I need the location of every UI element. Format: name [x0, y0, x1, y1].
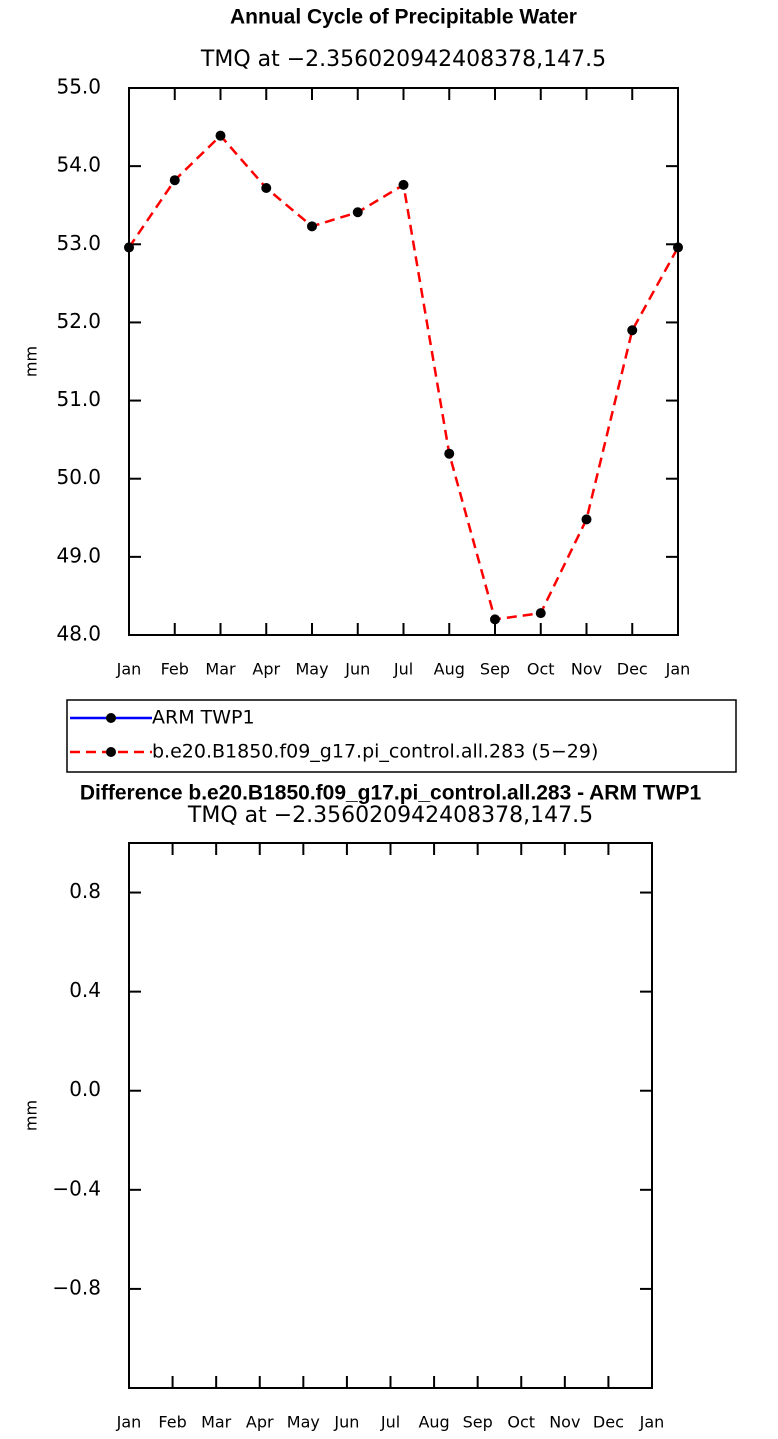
y-tick-label: 49.0: [56, 543, 101, 567]
x-tick-label: Feb: [161, 660, 189, 679]
chart-subtitle: TMQ at −2.356020942408378,147.5: [200, 47, 606, 72]
y-tick-label: 50.0: [56, 465, 101, 489]
series-line: [127, 133, 680, 621]
data-point: [261, 183, 272, 194]
x-tick-label: Sep: [463, 1413, 493, 1432]
x-tick-label: Jun: [333, 1413, 359, 1432]
y-tick-label: 0.4: [69, 978, 101, 1002]
data-point: [490, 614, 500, 625]
legend-marker: [106, 747, 116, 757]
y-tick-label: 54.0: [56, 153, 101, 177]
y-axis-label: mm: [22, 1100, 41, 1131]
x-tick-label: Sep: [480, 660, 510, 679]
x-tick-label: Jan: [665, 660, 691, 679]
x-tick-label: Jan: [639, 1413, 665, 1432]
y-tick-label: 55.0: [56, 75, 101, 99]
chart-title: Difference b.e20.B1850.f09_g17.pi_contro…: [80, 782, 702, 805]
x-tick-label: Dec: [617, 660, 648, 679]
y-tick-label: −0.4: [52, 1176, 101, 1200]
legend-box: [66, 699, 737, 773]
data-point: [581, 514, 592, 525]
chart-title: Annual Cycle of Precipitable Water: [230, 6, 577, 29]
data-point: [398, 179, 409, 190]
y-tick-label: 0.8: [69, 879, 101, 903]
legend-label: ARM TWP1: [152, 707, 255, 729]
x-tick-label: Nov: [571, 660, 602, 679]
x-tick-label: Oct: [507, 1413, 535, 1432]
x-tick-label: Mar: [205, 660, 236, 679]
data-point: [444, 448, 455, 459]
x-tick-label: Jul: [393, 660, 413, 679]
x-tick-label: Jul: [380, 1413, 400, 1432]
x-tick-label: May: [287, 1413, 320, 1432]
x-tick-label: Apr: [246, 1413, 274, 1432]
y-tick-label: 0.0: [69, 1077, 101, 1101]
data-point: [215, 130, 226, 141]
y-axis-label: mm: [22, 346, 41, 377]
data-point: [124, 242, 134, 253]
data-point: [627, 325, 638, 336]
x-tick-label: Dec: [593, 1413, 624, 1432]
y-tick-label: 48.0: [56, 622, 101, 646]
x-tick-label: Feb: [158, 1413, 186, 1432]
y-tick-label: 52.0: [56, 309, 101, 333]
data-point: [535, 608, 546, 619]
plot-frame: [128, 87, 679, 636]
data-point: [307, 221, 317, 232]
y-tick-label: 51.0: [56, 387, 101, 411]
x-tick-label: Aug: [434, 660, 465, 679]
data-point: [352, 207, 363, 218]
y-tick-label: −0.8: [52, 1275, 101, 1299]
data-point: [673, 242, 683, 253]
x-tick-label: Jun: [344, 660, 370, 679]
x-tick-label: Jan: [116, 1413, 142, 1432]
x-tick-label: Aug: [418, 1413, 449, 1432]
x-tick-label: Jan: [116, 660, 142, 679]
plot-frame: [128, 842, 653, 1389]
data-point: [169, 175, 180, 186]
x-tick-label: Mar: [201, 1413, 232, 1432]
chart-subtitle: TMQ at −2.356020942408378,147.5: [187, 803, 593, 828]
x-tick-label: May: [295, 660, 328, 679]
x-tick-label: Apr: [252, 660, 280, 679]
y-tick-label: 53.0: [56, 231, 101, 255]
x-tick-label: Nov: [549, 1413, 580, 1432]
legend-label: b.e20.B1850.f09_g17.pi_control.all.283 (…: [152, 741, 598, 763]
legend-marker: [106, 713, 116, 723]
x-tick-label: Oct: [527, 660, 555, 679]
